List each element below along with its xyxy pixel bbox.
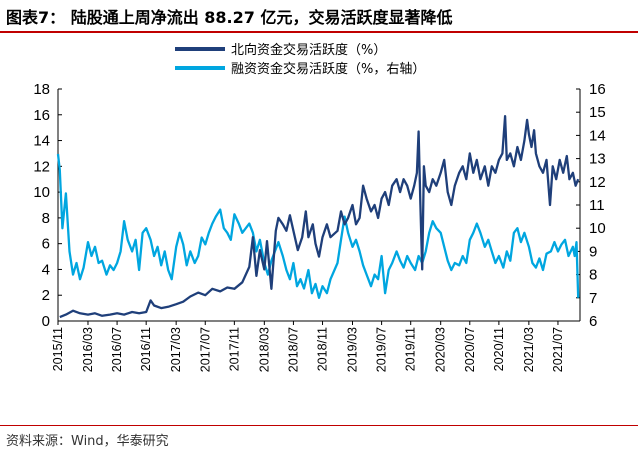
right-tick-label: 10: [589, 220, 606, 237]
right-tick-label: 7: [589, 290, 597, 307]
source-note: 资料来源：Wind，华泰研究: [6, 434, 169, 449]
x-tick-label: 2017/11: [227, 327, 241, 371]
right-tick-label: 14: [589, 127, 606, 144]
x-tick-label: 2019/03: [346, 327, 360, 372]
x-tick-label: 2015/11: [51, 327, 65, 371]
x-tick-label: 2018/03: [257, 327, 271, 372]
x-tick-label: 2020/11: [492, 327, 506, 371]
title-divider: [0, 31, 638, 33]
left-tick-label: 14: [33, 133, 50, 150]
left-tick-label: 10: [33, 184, 50, 201]
left-tick-label: 12: [33, 158, 50, 175]
source-divider: [0, 425, 638, 426]
x-tick-label: 2016/07: [110, 327, 124, 372]
legend: 北向资金交易活跃度（%） 融资资金交易活跃度（%，右轴）: [175, 42, 425, 77]
left-tick-label: 2: [42, 287, 50, 304]
line-chart: 北向资金交易活跃度（%） 融资资金交易活跃度（%，右轴） 0 2 4 6 8 10 12 14…: [33, 42, 605, 372]
right-tick-label: 16: [589, 81, 606, 98]
legend-label-margin: 融资资金交易活跃度（%，右轴）: [231, 61, 425, 77]
x-tick-label: 2021/03: [522, 327, 536, 372]
x-tick-label: 2017/07: [198, 327, 212, 372]
axes: 0 2 4 6 8 10 12 14 16 18 6 7 8 9 10 11 12 13 14 15 16 2015/11…: [33, 81, 605, 372]
left-tick-label: 16: [33, 107, 50, 124]
x-tick-label: 2020/03: [434, 327, 448, 372]
series-line-margin: [56, 153, 580, 299]
right-tick-label: 8: [589, 267, 597, 284]
legend-label-north: 北向资金交易活跃度（%）: [231, 42, 386, 58]
right-tick-label: 12: [589, 174, 606, 191]
left-tick-label: 4: [42, 261, 50, 278]
x-tick-label: 2016/11: [139, 327, 153, 371]
chart-title: 图表7： 陆股通上周净流出 88.27 亿元，交易活跃度显著降低: [6, 8, 453, 27]
left-tick-label: 8: [42, 210, 50, 227]
x-tick-label: 2017/03: [169, 327, 183, 372]
x-tick-label: 2016/03: [81, 327, 95, 372]
x-tick-label: 2020/07: [463, 327, 477, 372]
x-tick-label: 2019/07: [375, 327, 389, 372]
x-tick-label: 2018/11: [316, 327, 330, 371]
right-tick-label: 11: [589, 197, 605, 214]
right-tick-label: 6: [589, 313, 597, 330]
series-line-north: [59, 114, 580, 319]
left-tick-label: 6: [42, 236, 50, 253]
left-tick-label: 0: [42, 313, 50, 330]
left-tick-label: 18: [33, 81, 50, 98]
right-tick-label: 15: [589, 104, 606, 121]
x-tick-label: 2021/07: [551, 327, 565, 372]
x-tick-label: 2019/11: [404, 327, 418, 371]
right-tick-label: 9: [589, 243, 597, 260]
series-layer: [56, 114, 580, 319]
right-tick-label: 13: [589, 151, 606, 168]
x-tick-label: 2018/07: [286, 327, 300, 372]
